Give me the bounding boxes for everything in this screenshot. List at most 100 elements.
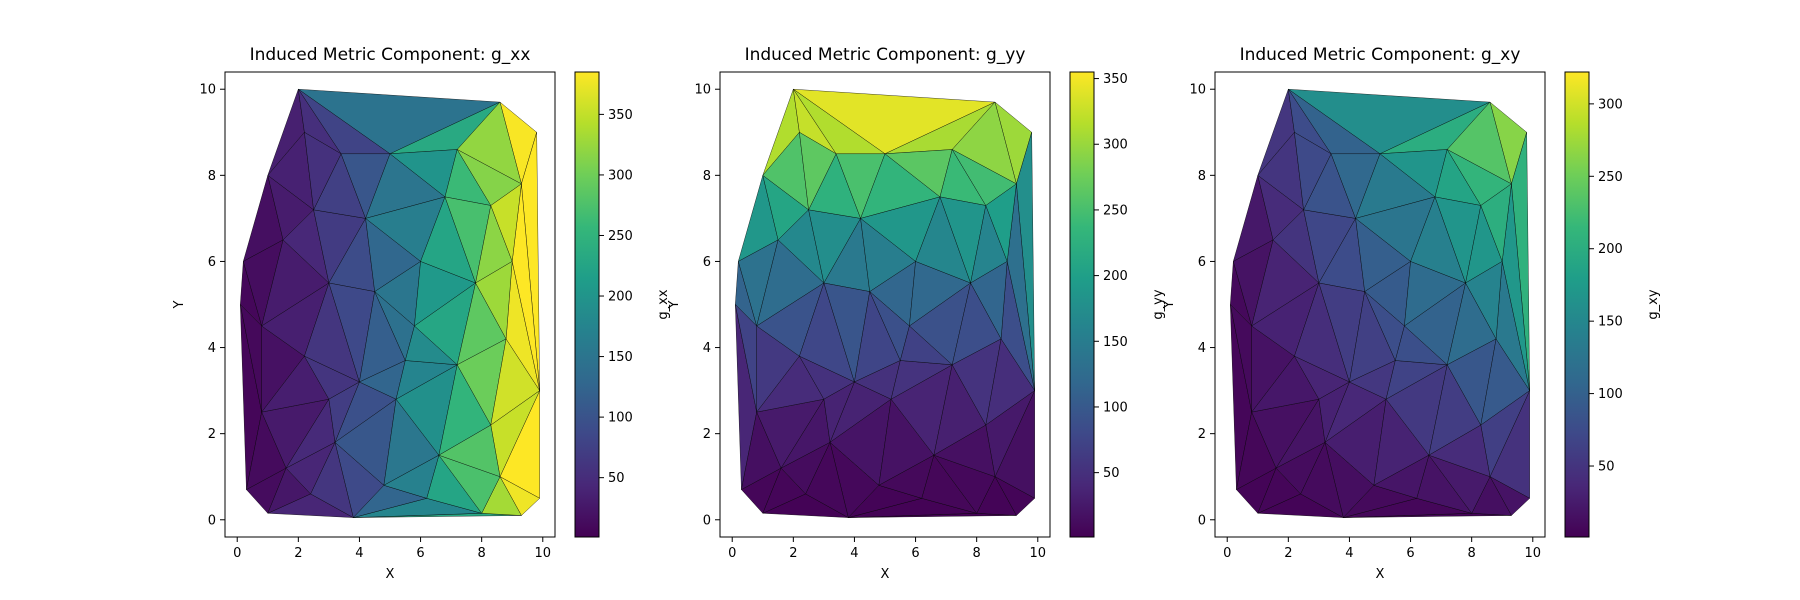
y-tick-label: 8 xyxy=(703,169,711,184)
x-tick-label: 2 xyxy=(294,546,302,561)
x-axis-label: X xyxy=(386,567,395,582)
x-tick-label: 6 xyxy=(911,546,919,561)
colorbar-tick-label: 200 xyxy=(1598,242,1623,257)
mesh-triangle xyxy=(1394,325,1448,366)
y-tick-label: 10 xyxy=(694,83,711,98)
plot-frame xyxy=(719,71,1051,538)
colorbar-tick-label: 50 xyxy=(1598,460,1615,475)
colorbar-tick-label: 100 xyxy=(608,411,633,426)
colorbar-tick-label: 250 xyxy=(1103,203,1128,218)
colorbar: 50 100 150 200 250 300 350 g_xx xyxy=(574,71,671,538)
colorbar-gradient xyxy=(1069,71,1095,538)
y-tick-label: 8 xyxy=(1198,169,1206,184)
y-tick-label: 8 xyxy=(208,169,216,184)
colorbar-tick-label: 200 xyxy=(608,290,633,305)
mesh-triangle xyxy=(383,454,440,499)
mesh-triangle xyxy=(1465,260,1503,340)
colorbar-gradient xyxy=(1564,71,1590,538)
x-tick-label: 0 xyxy=(1223,546,1231,561)
x-tick-label: 8 xyxy=(973,546,981,561)
mesh-triangle xyxy=(1318,381,1350,444)
y-tick-label: 4 xyxy=(208,341,216,356)
x-tick-label: 0 xyxy=(233,546,241,561)
colorbar: 50 100 150 200 250 300 g_xy xyxy=(1564,71,1661,538)
mesh xyxy=(734,88,1036,519)
x-tick-label: 4 xyxy=(1345,546,1353,561)
mesh-triangle xyxy=(475,260,513,340)
mesh-triangle xyxy=(970,260,1008,340)
mesh-triangle xyxy=(799,131,837,211)
colorbar-tick-label: 200 xyxy=(1103,269,1128,284)
y-tick-label: 10 xyxy=(199,83,216,98)
colorbar-tick-label: 250 xyxy=(1598,170,1623,185)
x-tick-label: 4 xyxy=(850,546,858,561)
y-tick-label: 4 xyxy=(1198,341,1206,356)
mesh-triangle xyxy=(1373,454,1430,499)
x-tick-label: 10 xyxy=(535,546,552,561)
mesh xyxy=(239,88,541,519)
mesh-triangle xyxy=(899,325,953,366)
y-tick-label: 0 xyxy=(1198,513,1206,528)
chart-title: Induced Metric Component: g_xy xyxy=(1240,45,1521,65)
chart-title: Induced Metric Component: g_xx xyxy=(250,45,531,65)
colorbar-tick-label: 150 xyxy=(608,350,633,365)
y-tick-label: 6 xyxy=(703,255,711,270)
colorbar-label: g_xx xyxy=(656,289,671,319)
x-tick-label: 2 xyxy=(1284,546,1292,561)
colorbar-label: g_xy xyxy=(1646,289,1661,319)
colorbar: 50 100 150 200 250 300 350 g_yy xyxy=(1069,71,1166,538)
x-tick-label: 4 xyxy=(355,546,363,561)
y-axis-label: Y xyxy=(172,300,187,309)
mesh-triangle xyxy=(490,183,522,262)
y-tick-label: 2 xyxy=(208,427,216,442)
y-tick-label: 6 xyxy=(1198,255,1206,270)
y-tick-label: 2 xyxy=(1198,427,1206,442)
mesh-triangle xyxy=(1480,183,1512,262)
colorbar-tick-label: 50 xyxy=(1103,466,1120,481)
mesh-triangle xyxy=(1428,424,1491,478)
colorbar-tick-label: 300 xyxy=(1103,138,1128,153)
colorbar-tick-label: 150 xyxy=(1598,315,1623,330)
y-tick-label: 6 xyxy=(208,255,216,270)
x-tick-label: 6 xyxy=(1406,546,1414,561)
mesh-triangle xyxy=(1294,131,1332,211)
plot-frame xyxy=(224,71,556,538)
colorbar-tick-label: 50 xyxy=(608,471,625,486)
colorbar-tick-label: 250 xyxy=(608,229,633,244)
mesh-triangle xyxy=(878,454,935,499)
x-tick-label: 10 xyxy=(1030,546,1047,561)
x-tick-label: 10 xyxy=(1525,546,1542,561)
colorbar-tick-label: 300 xyxy=(1598,97,1623,112)
mesh-triangle xyxy=(328,381,360,444)
x-tick-label: 0 xyxy=(728,546,736,561)
mesh-triangle xyxy=(985,183,1017,262)
colorbar-label: g_yy xyxy=(1151,289,1166,319)
colorbar-tick-label: 100 xyxy=(1598,387,1623,402)
colorbar-tick-label: 350 xyxy=(1103,72,1128,87)
x-tick-label: 2 xyxy=(789,546,797,561)
x-axis-label: X xyxy=(881,567,890,582)
x-tick-label: 8 xyxy=(1468,546,1476,561)
colorbar-tick-label: 150 xyxy=(1103,335,1128,350)
mesh-triangle xyxy=(438,424,501,478)
colorbar-gradient xyxy=(574,71,600,538)
x-axis-label: X xyxy=(1376,567,1385,582)
y-tick-label: 0 xyxy=(208,513,216,528)
mesh xyxy=(1229,88,1531,519)
chart-title: Induced Metric Component: g_yy xyxy=(745,45,1026,65)
colorbar-tick-label: 100 xyxy=(1103,400,1128,415)
colorbar-tick-label: 350 xyxy=(608,108,633,123)
y-tick-label: 4 xyxy=(703,341,711,356)
y-axis-label: Y xyxy=(667,300,682,309)
colorbar-tick-label: 300 xyxy=(608,168,633,183)
mesh-triangle xyxy=(304,131,342,211)
subplot-xy: Induced Metric Component: g_xy0 2 4 6 8 10024… xyxy=(1162,45,1661,582)
mesh-triangle xyxy=(404,325,458,366)
subplot-xx: Induced Metric Component: g_xx0 2 4 6 8 10024… xyxy=(172,45,671,582)
plot-frame xyxy=(1214,71,1546,538)
y-tick-label: 10 xyxy=(1189,83,1206,98)
y-axis-label: Y xyxy=(1162,300,1177,309)
mesh-triangle xyxy=(933,424,996,478)
mesh-triangle xyxy=(823,381,855,444)
